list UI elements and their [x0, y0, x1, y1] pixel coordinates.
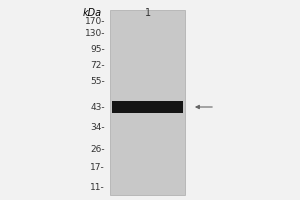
- Bar: [112, 101, 183, 113]
- Text: 17-: 17-: [90, 164, 105, 172]
- Text: 1: 1: [145, 8, 151, 18]
- Text: 26-: 26-: [90, 144, 105, 154]
- Text: kDa: kDa: [83, 8, 102, 18]
- Text: 11-: 11-: [90, 182, 105, 192]
- Bar: [110, 10, 185, 195]
- Text: 43-: 43-: [90, 102, 105, 112]
- Text: 95-: 95-: [90, 45, 105, 53]
- Text: 34-: 34-: [90, 123, 105, 132]
- Text: 130-: 130-: [85, 28, 105, 38]
- Text: 55-: 55-: [90, 76, 105, 86]
- Text: 72-: 72-: [90, 60, 105, 70]
- Text: 170-: 170-: [85, 18, 105, 26]
